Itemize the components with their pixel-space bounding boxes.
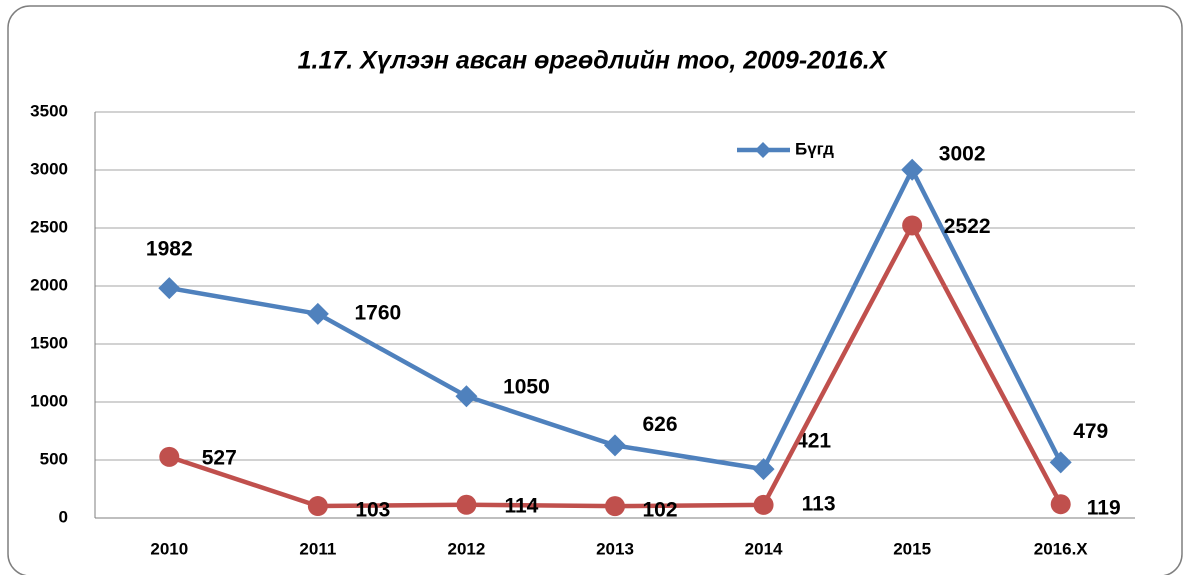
data-label: 102 (642, 499, 677, 522)
data-label: 1050 (503, 376, 550, 399)
data-label: 114 (504, 494, 538, 517)
x-tick-label: 2012 (448, 539, 486, 558)
y-tick-label: 1500 (30, 333, 68, 352)
marker (1050, 494, 1071, 515)
y-tick-label: 2500 (30, 217, 68, 236)
legend-label: Бүгд (795, 139, 834, 158)
x-tick-label: 2013 (596, 539, 634, 558)
data-label: 626 (642, 413, 677, 436)
data-label: 1982 (146, 238, 193, 261)
y-tick-label: 3000 (30, 159, 68, 178)
y-tick-label: 1000 (30, 391, 68, 410)
x-tick-label: 2014 (745, 539, 783, 558)
x-tick-label: 2016.X (1034, 539, 1089, 558)
legend-marker (755, 142, 771, 158)
marker (159, 446, 180, 467)
marker (752, 458, 775, 481)
marker (455, 385, 478, 408)
marker (604, 434, 626, 457)
data-label: 3002 (939, 142, 986, 165)
data-label: 2522 (944, 215, 991, 238)
y-tick-label: 0 (59, 507, 68, 526)
marker (753, 494, 774, 515)
marker (902, 215, 923, 236)
data-label: 527 (202, 446, 237, 469)
data-label: 103 (355, 499, 390, 522)
x-tick-label: 2015 (893, 539, 931, 558)
marker (1049, 451, 1072, 474)
x-tick-label: 2011 (299, 539, 336, 558)
marker (306, 302, 329, 325)
data-label: 119 (1087, 497, 1121, 520)
y-tick-label: 500 (40, 449, 68, 468)
marker (307, 496, 328, 517)
data-label: 479 (1073, 420, 1108, 443)
data-label: 421 (796, 430, 831, 453)
y-tick-label: 2000 (30, 275, 68, 294)
data-label: 1760 (354, 301, 401, 324)
x-tick-label: 2010 (150, 539, 188, 558)
marker (605, 496, 625, 517)
chart-title: 1.17. Хүлээн авсан өргөдлийн тоо, 2009-2… (298, 47, 888, 75)
data-label: 113 (802, 492, 836, 515)
marker (158, 277, 181, 300)
marker (901, 158, 924, 181)
marker (456, 494, 477, 515)
y-tick-label: 3500 (30, 101, 68, 120)
